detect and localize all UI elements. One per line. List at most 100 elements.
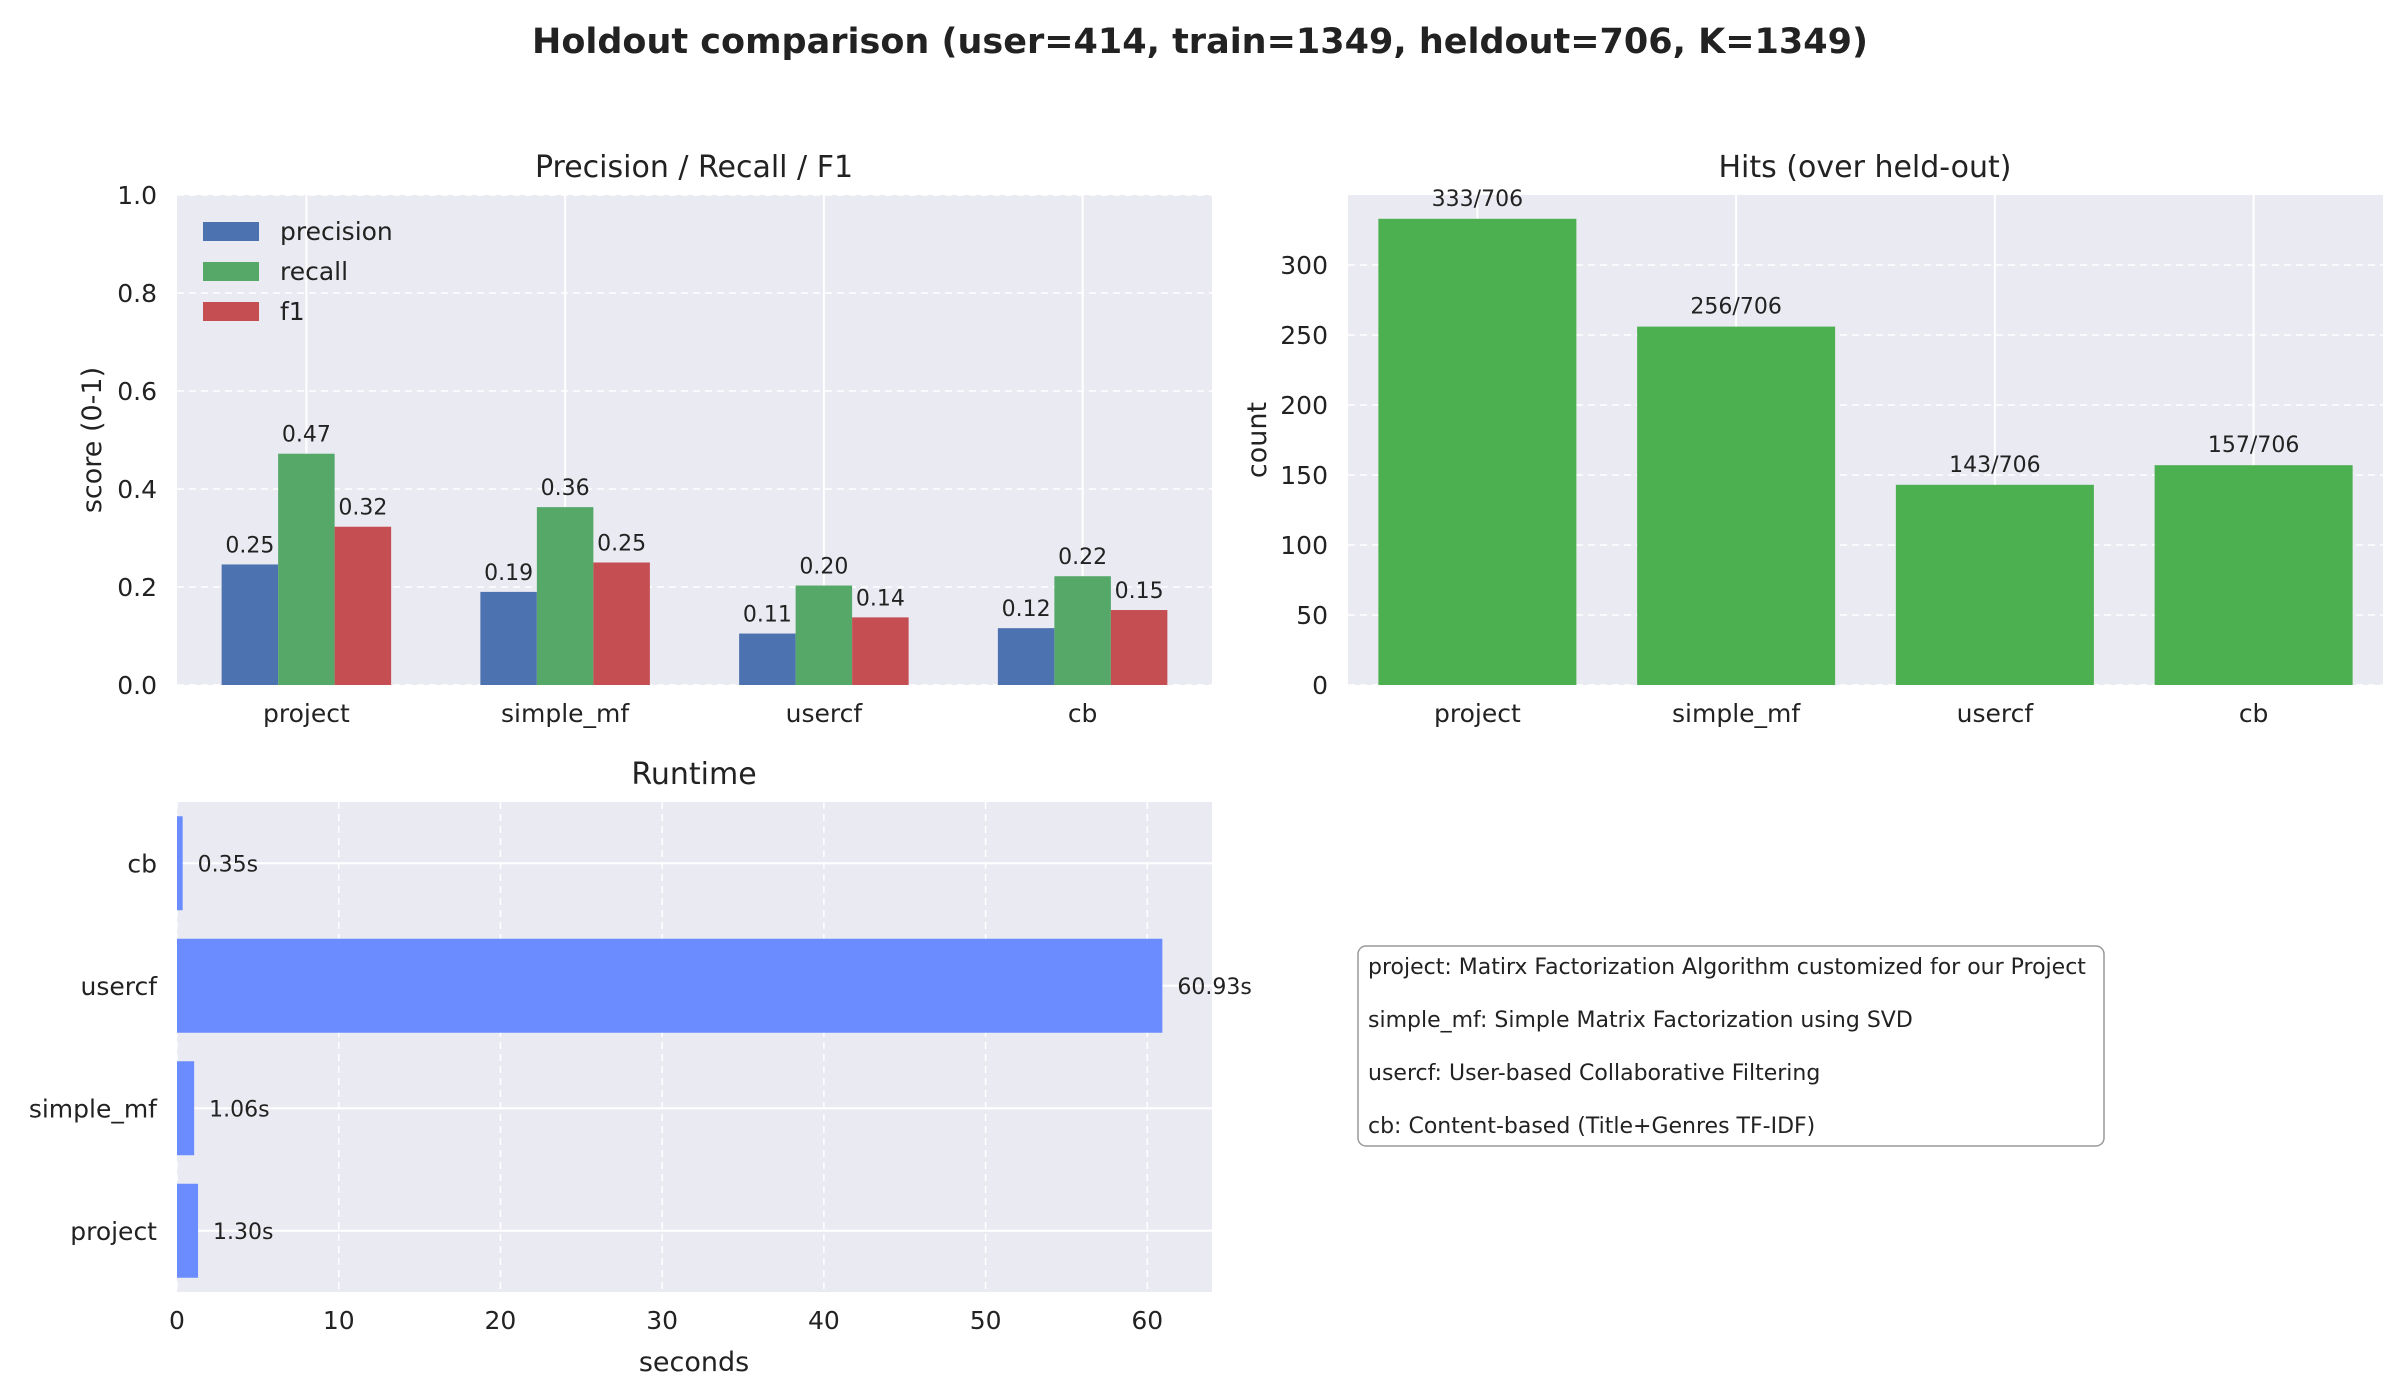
prf-y-tick-labels: 0.0 0.2 0.4 0.6 0.8 1.0 [117,181,157,700]
runtime-x-tick-label: 40 [808,1306,840,1335]
prf-y-tick-label: 0.2 [117,573,157,602]
runtime-data-label: 60.93s [1177,975,1251,1000]
runtime-x-tick-label: 20 [485,1306,517,1335]
runtime-y-tick-label: cb [127,849,157,878]
hits-data-labels: 333/706 256/706 143/706 157/706 [1432,187,2300,478]
hits-y-tick-label: 200 [1280,391,1328,420]
hits-x-tick-label: cb [2239,699,2269,728]
runtime-x-tick-label: 60 [1131,1306,1163,1335]
runtime-plot-area [177,802,1212,1292]
runtime-bars [177,816,1163,1278]
hits-y-tick-label: 0 [1312,671,1328,700]
hits-panel: 333/706 256/706 143/706 157/706 0 50 100 150 20… [1242,150,2383,728]
bar-precision-usercf [739,633,796,685]
data-label-precision: 0.25 [225,533,274,558]
runtime-x-tick-label: 30 [646,1306,678,1335]
legend-swatch-recall [203,262,259,281]
legend-box-line: usercf: User-based Collaborative Filteri… [1368,1061,1820,1086]
runtime-title: Runtime [631,757,756,792]
data-label-recall: 0.20 [799,555,848,580]
legend-swatch-precision [203,222,259,241]
bar-precision-cb [997,628,1055,685]
data-label-precision: 0.19 [484,561,533,586]
hits-data-label: 157/706 [2208,433,2299,458]
prf-y-tick-label: 0.8 [117,279,157,308]
prf-x-tick-label: simple_mf [501,699,630,728]
hits-data-label: 143/706 [1949,453,2040,478]
prf-y-tick-label: 0.4 [117,475,157,504]
data-label-f1: 0.32 [338,496,387,521]
runtime-y-tick-label: usercf [80,972,158,1001]
legend-label-recall: recall [280,257,348,286]
hits-x-tick-label: project [1434,699,1521,728]
hits-bar-cb [2154,465,2353,685]
bar-f1-project [334,526,392,685]
runtime-y-tick-label: simple_mf [29,1094,158,1123]
hits-bar-simple_mf [1637,326,1836,685]
hits-x-tick-labels: project simple_mf usercf cb [1434,699,2268,728]
legend-label-precision: precision [280,217,393,246]
legend-box-frame [1357,945,2105,1147]
prf-legend: precision recall f1 [203,217,393,326]
hits-data-label: 333/706 [1432,187,1523,212]
runtime-data-label: 1.06s [209,1097,269,1122]
prf-bars [221,453,1168,685]
prf-y-tick-label: 1.0 [117,181,157,210]
runtime-y-tick-label: project [70,1217,157,1246]
data-label-precision: 0.12 [1002,597,1051,622]
runtime-bar-simple_mf [177,1061,195,1156]
runtime-bar-project [177,1183,199,1278]
runtime-panel: 0.35s 60.93s 1.06s 1.30s cb usercf simple_mfp… [29,757,1252,1378]
legend-box-line: cb: Content-based (Title+Genres TF-IDF) [1368,1114,1815,1139]
hits-y-tick-label: 250 [1280,321,1328,350]
data-label-recall: 0.47 [282,423,331,448]
runtime-bar-cb [177,816,183,911]
hits-y-tick-label: 150 [1280,461,1328,490]
prf-panel: 0.25 0.19 0.11 0.12 0.47 0.36 0.20 0.22 0.32 0.25… [77,150,1212,728]
runtime-data-label: 0.35s [198,852,258,877]
bar-recall-cb [1054,576,1111,685]
bar-precision-simple_mf [480,591,537,685]
prf-y-tick-label: 0.0 [117,671,157,700]
hits-x-tick-label: simple_mf [1672,699,1801,728]
hits-y-tick-label: 300 [1280,251,1328,280]
runtime-x-tick-labels: 0 10 20 30 40 50 60 [169,1306,1163,1335]
prf-y-tick-label: 0.6 [117,377,157,406]
legend-box-line: project: Matirx Factorization Algorithm … [1368,955,2086,980]
hits-bar-project [1378,218,1577,686]
data-label-f1: 0.15 [1115,579,1164,604]
bar-recall-project [278,453,335,685]
bar-f1-usercf [852,617,909,685]
prf-data-labels: 0.25 0.19 0.11 0.12 0.47 0.36 0.20 0.22 0.32 0.25… [225,423,1163,628]
runtime-x-tick-label: 10 [323,1306,355,1335]
hits-title: Hits (over held-out) [1718,150,2011,185]
runtime-x-tick-label: 0 [169,1306,185,1335]
legend-swatch-f1 [203,302,259,321]
runtime-data-label: 1.30s [213,1220,273,1245]
data-label-f1: 0.25 [597,532,646,557]
legend-label-f1: f1 [280,297,305,326]
prf-x-tick-label: usercf [786,699,864,728]
abbreviation-legend-box: project: Matirx Factorization Algorithm … [1357,945,2105,1147]
runtime-data-labels: 0.35s 60.93s 1.06s 1.30s [198,852,1252,1245]
bar-recall-simple_mf [536,507,594,685]
figure-title: Holdout comparison (user=414, train=1349… [532,22,1868,62]
data-label-recall: 0.22 [1058,545,1107,570]
prf-title: Precision / Recall / F1 [535,150,853,185]
runtime-bar-usercf [177,938,1163,1033]
prf-x-tick-label: cb [1068,699,1098,728]
runtime-x-tick-label: 50 [970,1306,1002,1335]
hits-bar-usercf [1895,484,2094,685]
bar-f1-cb [1110,610,1168,685]
data-label-f1: 0.14 [856,586,905,611]
hits-data-label: 256/706 [1690,295,1781,320]
bar-precision-project [221,564,279,685]
data-label-recall: 0.36 [541,476,590,501]
legend-box-line: simple_mf: Simple Matrix Factorization u… [1368,1008,1913,1033]
hits-y-tick-label: 100 [1280,531,1328,560]
bar-f1-simple_mf [593,562,650,685]
hits-x-tick-label: usercf [1957,699,2035,728]
runtime-x-axis-label: seconds [639,1347,749,1378]
